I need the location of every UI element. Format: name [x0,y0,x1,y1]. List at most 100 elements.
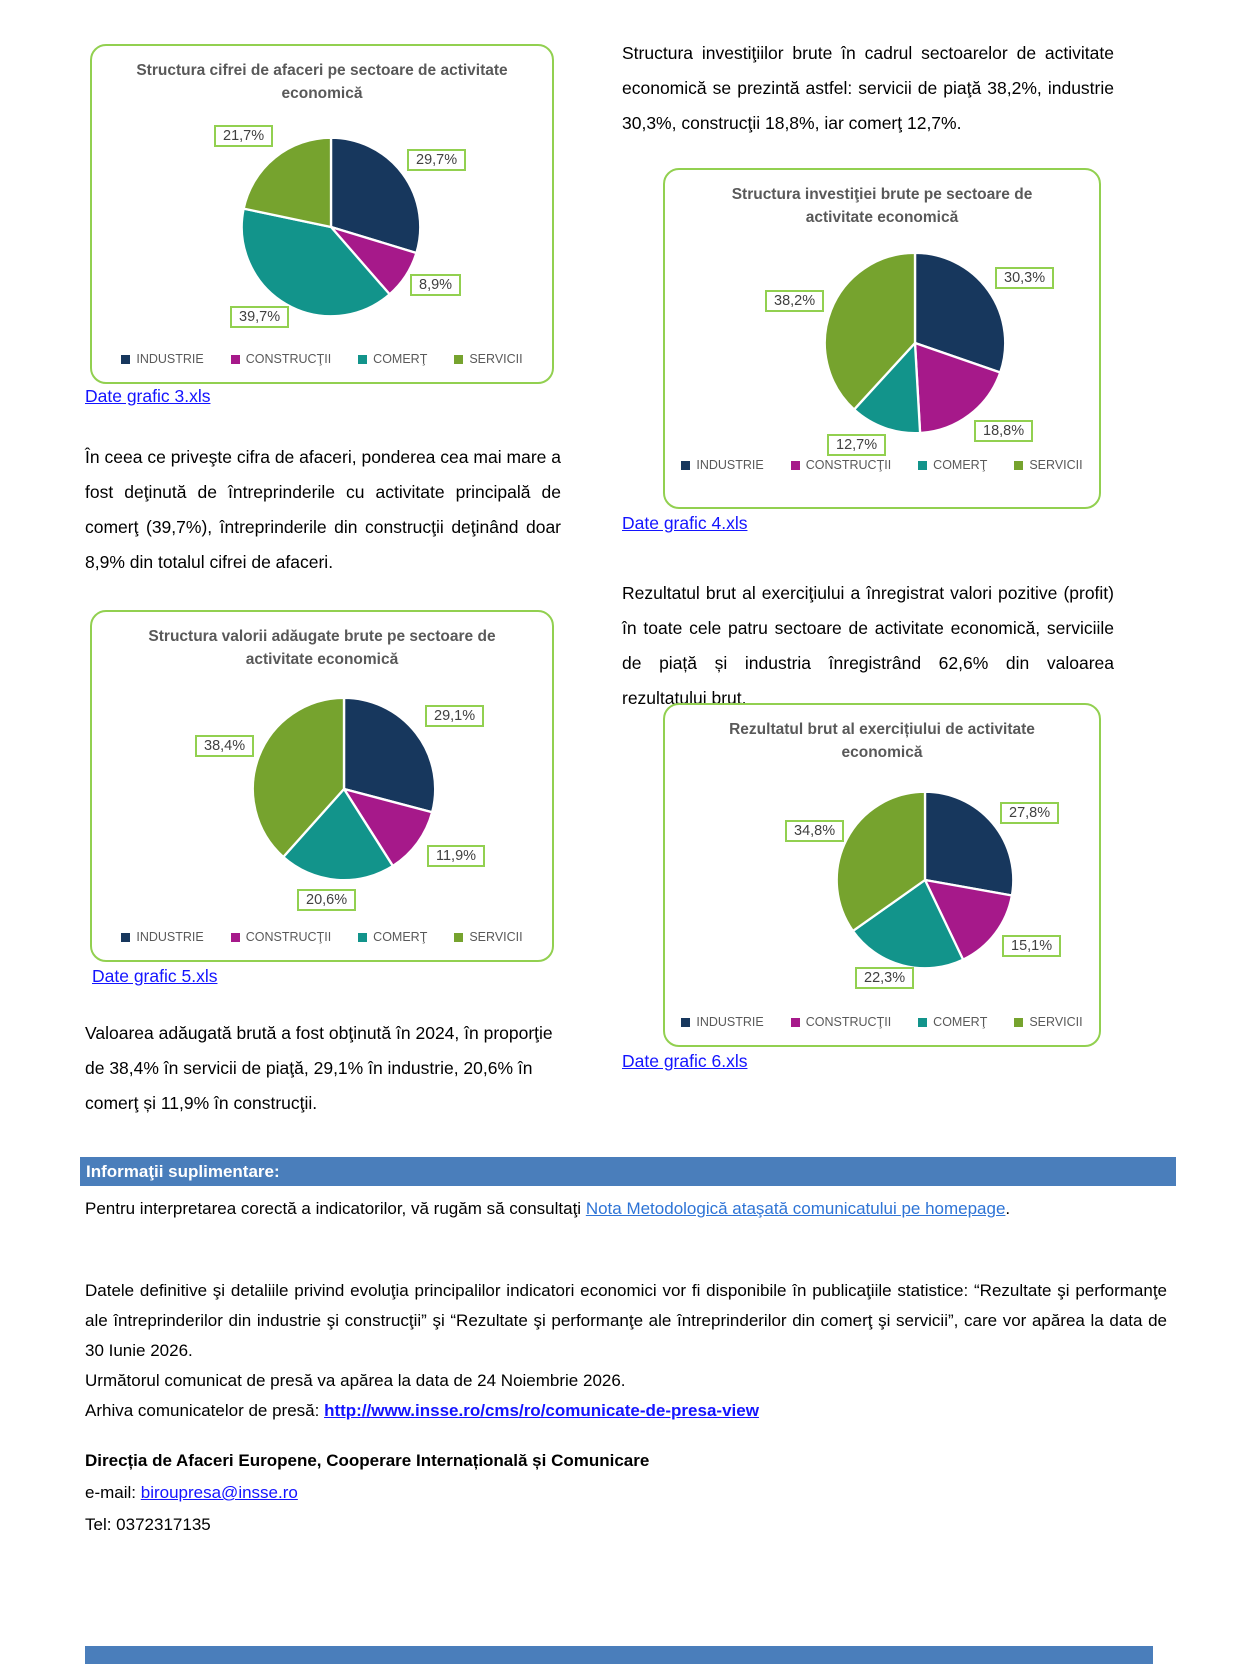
consult-period: . [1005,1199,1011,1218]
arhiva-text: Arhiva comunicatelor de presă: [85,1401,325,1420]
pie-chart-investitii [822,250,1008,436]
link-nota-metodologica[interactable]: Nota Metodologică ataşată comunicatului … [585,1199,1006,1218]
pie-slice-servicii [835,790,927,933]
legend-item-comerţ: COMERŢ [918,458,987,472]
para-date-definitive: Datele definitive şi detaliile privind e… [85,1281,1167,1360]
pie-slice-industrie [913,251,1007,374]
legend-label: COMERŢ [933,458,988,472]
chart-legend: INDUSTRIE CONSTRUCŢII COMERŢ SERVICII [665,458,1099,472]
legend-swatch [121,354,131,364]
pie-label-comert: 12,7% [827,434,887,456]
footer-directia: Direcția de Afaceri Europene, Cooperare … [85,1451,650,1470]
pie-slice-industrie [342,696,437,814]
pie-label-comert: 22,3% [855,967,915,989]
legend-item-construcţii: CONSTRUCŢII [790,458,892,472]
para-investitii: Structura investiţiilor brute în cadrul … [622,43,1114,133]
legend-swatch [790,1017,800,1027]
legend-item-servicii: SERVICII [454,352,523,366]
pie-slice-comerţ [282,787,395,882]
legend-item-servicii: SERVICII [1014,1015,1083,1029]
link-arhiva-comunicate[interactable]: http://www.insse.ro/cms/ro/comunicate-de… [324,1401,759,1420]
pie-slice-industrie [923,790,1015,897]
para-cifra-afaceri: În ceea ce priveşte cifra de afaceri, po… [85,447,561,572]
legend-item-industrie: INDUSTRIE [681,1015,764,1029]
legend-label: COMERŢ [373,352,428,366]
pie-slice-servicii [251,696,346,859]
pie-slice-industrie [329,136,422,255]
pie-chart-valoare-adaugata [250,695,438,883]
chart-legend: INDUSTRIE CONSTRUCŢII COMERŢ SERVICII [92,930,552,944]
legend-item-industrie: INDUSTRIE [121,930,204,944]
legend-swatch [790,460,800,470]
link-date-grafic-5[interactable]: Date grafic 5.xls [92,966,218,986]
pie-chart-rezultat-brut [834,789,1016,971]
chart-card-rezultat-brut: Rezultatul brut al exercițiului de activ… [663,703,1101,1047]
pie-label-industrie: 30,3% [995,267,1055,289]
legend-label: INDUSTRIE [136,930,204,944]
legend-label: SERVICII [469,352,523,366]
legend-label: INDUSTRIE [136,352,204,366]
chart-title: Rezultatul brut al exercițiului de activ… [729,721,1035,762]
info-suplimentare-bar: Informaţii suplimentare: [80,1157,1176,1186]
pie-label-servicii: 38,2% [765,290,825,312]
pie-slice-comerţ [851,878,965,970]
info-suplimentare-title: Informaţii suplimentare: [86,1162,280,1181]
legend-item-industrie: INDUSTRIE [681,458,764,472]
legend-label: CONSTRUCŢII [805,458,892,472]
pie-label-servicii: 38,4% [195,735,255,757]
legend-item-construcţii: CONSTRUCŢII [790,1015,891,1029]
footer-bar [85,1646,1153,1664]
para-valoare-adaugata: Valoarea adăugată brută a fost obţinută … [85,1023,553,1113]
legend-item-construcţii: CONSTRUCŢII [230,352,331,366]
link-email-biroupresa[interactable]: biroupresa@insse.ro [140,1483,298,1502]
legend-swatch [358,932,368,942]
legend-item-servicii: SERVICII [1014,458,1083,472]
legend-label: SERVICII [469,930,523,944]
legend-label: CONSTRUCŢII [245,930,332,944]
chart-title: Structura investiţiei brute pe sectoare … [731,186,1033,227]
para-arhiva: Arhiva comunicatelor de presă: http://ww… [85,1396,1167,1426]
legend-item-comerţ: COMERŢ [358,930,427,944]
legend-label: COMERŢ [933,1015,988,1029]
pie-slice-comerţ [852,341,922,435]
pie-slice-construcţii [342,787,434,868]
pie-label-industrie: 27,8% [1000,802,1060,824]
footer-email: e-mail: biroupresa@insse.ro [85,1478,1167,1508]
pie-label-constructii: 11,9% [427,845,486,867]
link-date-grafic-4[interactable]: Date grafic 4.xls [622,513,748,533]
legend-label: SERVICII [1029,458,1083,472]
legend-swatch [918,1017,928,1027]
legend-swatch [121,932,131,942]
pie-label-servicii: 21,7% [214,125,274,147]
legend-item-servicii: SERVICII [454,930,523,944]
chart-title: Structura cifrei de afaceri pe sectoare … [136,62,508,103]
legend-swatch [918,460,928,470]
chart-card-valoare-adaugata: Structura valorii adăugate brute pe sect… [90,610,554,962]
para-urmatorul-comunicat: Următorul comunicat de presă va apărea l… [85,1371,626,1390]
link-date-grafic-6[interactable]: Date grafic 6.xls [622,1051,748,1071]
pie-label-comert: 39,7% [230,306,290,328]
legend-swatch [454,932,464,942]
link-date-grafic-3[interactable]: Date grafic 3.xls [85,386,211,406]
footer-telefon: Tel: 0372317135 [85,1515,211,1534]
chart-legend: INDUSTRIE CONSTRUCŢII COMERŢ SERVICII [665,1015,1099,1029]
legend-item-comerţ: COMERŢ [918,1015,987,1029]
legend-label: COMERŢ [373,930,428,944]
legend-swatch [681,460,691,470]
legend-swatch [230,932,240,942]
pie-label-industrie: 29,7% [407,149,467,171]
legend-swatch [454,354,464,364]
legend-swatch [1014,1017,1024,1027]
chart-card-cifra-afaceri: Structura cifrei de afaceri pe sectoare … [90,44,554,384]
legend-item-construcţii: CONSTRUCŢII [230,930,332,944]
legend-label: INDUSTRIE [696,458,764,472]
legend-label: INDUSTRIE [696,1015,764,1029]
legend-swatch [230,354,240,364]
consult-text: Pentru interpretarea corectă a indicator… [85,1199,586,1218]
pie-slice-comerţ [240,207,391,318]
legend-swatch [681,1017,691,1027]
pie-slice-servicii [242,136,333,229]
pie-label-servicii: 34,8% [785,820,845,842]
para-nota-metodologica: Pentru interpretarea corectă a indicator… [85,1194,1167,1224]
